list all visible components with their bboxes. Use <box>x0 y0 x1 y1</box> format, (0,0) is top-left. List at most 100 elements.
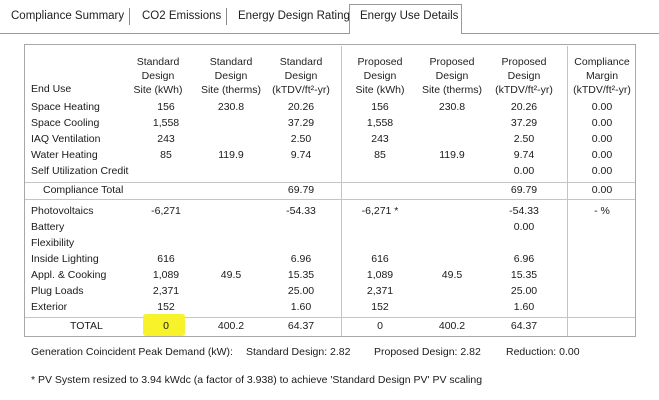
row-space-cooling-prop-site-kwh: 1,558 <box>366 117 394 129</box>
row-self-utilization-credit-prop-tdv: 0.00 <box>513 165 535 177</box>
highlight-marker <box>143 314 185 336</box>
energy-use-table <box>24 44 636 337</box>
row-divider <box>25 317 635 318</box>
row-iaq-ventilation-prop-site-kwh: 243 <box>371 133 389 145</box>
tab-co2-emissions[interactable]: CO2 Emissions <box>142 10 222 22</box>
row-total-std-site-kwh: 0 <box>163 320 169 332</box>
row-divider <box>25 182 635 183</box>
row-water-heating-std-site-therms: 119.9 <box>218 149 244 161</box>
row-appl-cooking-prop-site-therms: 49.5 <box>441 269 463 281</box>
row-space-heating-label: Space Heating <box>31 101 100 113</box>
row-compliance-total-prop-tdv: 69.79 <box>510 184 538 196</box>
row-self-utilization-credit-label: Self Utilization Credit <box>31 165 129 177</box>
row-plug-loads-prop-site-kwh: 2,371 <box>366 285 394 297</box>
row-water-heating-compliance-margin: 0.00 <box>591 149 613 161</box>
row-photovoltaics-prop-site-kwh: -6,271 * <box>361 205 399 217</box>
row-water-heating-prop-site-therms: 119.9 <box>439 149 465 161</box>
row-space-cooling-prop-tdv: 37.29 <box>510 117 538 129</box>
row-appl-cooking-prop-site-kwh: 1,089 <box>366 269 394 281</box>
row-plug-loads-std-tdv: 25.00 <box>287 285 315 297</box>
row-photovoltaics-prop-tdv: -54.33 <box>509 205 539 217</box>
row-photovoltaics-label: Photovoltaics <box>31 205 94 217</box>
header-standard-site-therms: Standard Design Site (therms) <box>200 56 262 96</box>
row-iaq-ventilation-prop-tdv: 2.50 <box>513 133 535 145</box>
tab-energy-design-rating[interactable]: Energy Design Rating <box>238 10 350 22</box>
tab-divider <box>226 8 227 25</box>
row-total-prop-tdv: 64.37 <box>510 320 538 332</box>
tab-compliance-summary[interactable]: Compliance Summary <box>11 10 125 22</box>
row-photovoltaics-std-site-kwh: -6,271 <box>151 205 181 217</box>
row-exterior-prop-site-kwh: 152 <box>371 301 389 313</box>
row-appl-cooking-std-site-therms: 49.5 <box>220 269 242 281</box>
row-total-std-site-therms: 400.2 <box>217 320 245 332</box>
column-divider <box>567 46 568 336</box>
row-space-heating-std-site-therms: 230.8 <box>217 101 245 113</box>
row-inside-lighting-label: Inside Lighting <box>31 253 99 265</box>
header-proposed-site-therms: Proposed Design Site (therms) <box>421 56 483 96</box>
row-water-heating-std-tdv: 9.74 <box>290 149 312 161</box>
row-water-heating-std-site-kwh: 85 <box>160 149 172 161</box>
row-inside-lighting-prop-site-kwh: 616 <box>371 253 389 265</box>
footnote: * PV System resized to 3.94 kWdc (a fact… <box>31 374 483 386</box>
tab-energy-use-details[interactable]: Energy Use Details <box>360 10 459 22</box>
row-space-heating-prop-site-kwh: 156 <box>371 101 389 113</box>
row-space-heating-prop-site-therms: 230.8 <box>438 101 466 113</box>
peak-demand-reduction: Reduction: 0.00 <box>506 346 580 358</box>
header-end-use: End Use <box>31 83 72 95</box>
row-appl-cooking-std-tdv: 15.35 <box>287 269 315 281</box>
row-appl-cooking-prop-tdv: 15.35 <box>510 269 538 281</box>
column-divider <box>341 46 342 336</box>
row-space-heating-compliance-margin: 0.00 <box>591 101 613 113</box>
row-inside-lighting-prop-tdv: 6.96 <box>513 253 535 265</box>
tab-baseline <box>0 33 349 34</box>
row-plug-loads-std-site-kwh: 2,371 <box>152 285 180 297</box>
row-exterior-std-site-kwh: 152 <box>157 301 175 313</box>
row-space-heating-std-tdv: 20.26 <box>287 101 315 113</box>
row-divider <box>25 199 635 200</box>
row-iaq-ventilation-std-tdv: 2.50 <box>290 133 312 145</box>
row-appl-cooking-label: Appl. & Cooking <box>31 269 107 281</box>
header-compliance-margin: Compliance Margin (kTDV/ft²-yr) <box>573 56 631 96</box>
row-exterior-std-tdv: 1.60 <box>290 301 312 313</box>
row-appl-cooking-std-site-kwh: 1,089 <box>152 269 180 281</box>
peak-demand-standard: Standard Design: 2.82 <box>246 346 351 358</box>
tab-energy-use-details-frame <box>349 4 462 34</box>
row-compliance-total-std-tdv: 69.79 <box>287 184 315 196</box>
row-flexibility-label: Flexibility <box>31 237 75 249</box>
row-battery-label: Battery <box>31 221 65 233</box>
row-compliance-total-compliance-margin: 0.00 <box>591 184 613 196</box>
row-inside-lighting-std-tdv: 6.96 <box>290 253 312 265</box>
row-total-std-tdv: 64.37 <box>287 320 315 332</box>
row-iaq-ventilation-std-site-kwh: 243 <box>157 133 175 145</box>
row-total-prop-site-therms: 400.2 <box>438 320 466 332</box>
row-exterior-label: Exterior <box>31 301 68 313</box>
header-standard-site-kwh: Standard Design Site (kWh) <box>133 56 183 96</box>
row-iaq-ventilation-label: IAQ Ventilation <box>31 133 101 145</box>
row-iaq-ventilation-compliance-margin: 0.00 <box>591 133 613 145</box>
peak-demand-proposed: Proposed Design: 2.82 <box>374 346 481 358</box>
header-proposed-site-kwh: Proposed Design Site (kWh) <box>355 56 405 96</box>
row-space-cooling-label: Space Cooling <box>31 117 100 129</box>
row-water-heating-label: Water Heating <box>31 149 98 161</box>
row-plug-loads-label: Plug Loads <box>31 285 84 297</box>
tab-bar: Compliance Summary CO2 Emissions Energy … <box>0 0 659 34</box>
row-space-cooling-std-tdv: 37.29 <box>287 117 315 129</box>
row-space-cooling-compliance-margin: 0.00 <box>591 117 613 129</box>
row-total-prop-site-kwh: 0 <box>377 320 383 332</box>
row-plug-loads-prop-tdv: 25.00 <box>510 285 538 297</box>
row-space-cooling-std-site-kwh: 1,558 <box>152 117 180 129</box>
row-total-label: TOTAL <box>70 320 103 332</box>
row-water-heating-prop-site-kwh: 85 <box>374 149 386 161</box>
peak-demand-label: Generation Coincident Peak Demand (kW): <box>31 346 233 358</box>
row-space-heating-prop-tdv: 20.26 <box>510 101 538 113</box>
tab-baseline <box>462 33 659 34</box>
row-photovoltaics-std-tdv: -54.33 <box>286 205 316 217</box>
row-exterior-prop-tdv: 1.60 <box>513 301 535 313</box>
header-proposed-tdv: Proposed Design (kTDV/ft²-yr) <box>495 56 553 96</box>
row-space-heating-std-site-kwh: 156 <box>157 101 175 113</box>
row-battery-prop-tdv: 0.00 <box>513 221 535 233</box>
row-inside-lighting-std-site-kwh: 616 <box>157 253 175 265</box>
row-compliance-total-label: Compliance Total <box>43 184 124 196</box>
tab-divider <box>129 8 130 25</box>
row-self-utilization-credit-compliance-margin: 0.00 <box>591 165 613 177</box>
